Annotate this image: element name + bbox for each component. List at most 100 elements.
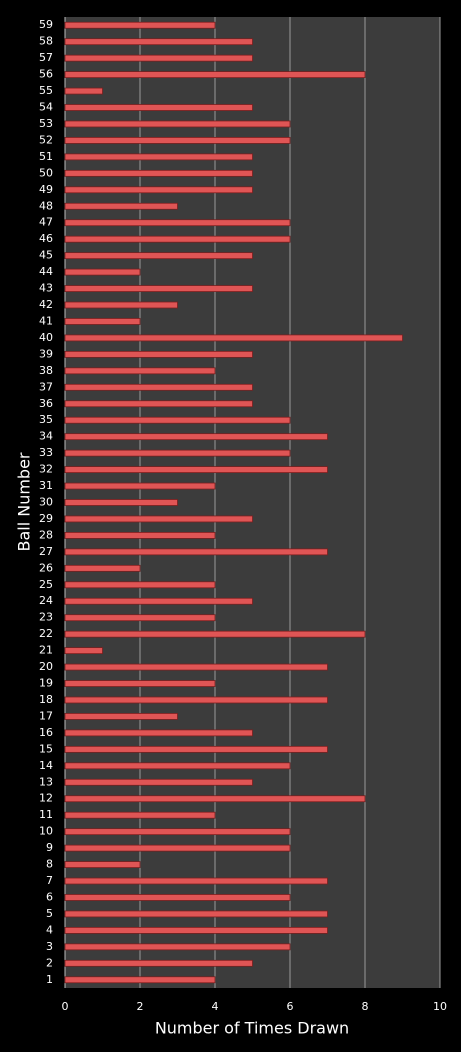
bar <box>64 762 291 770</box>
y-tick-label: 26 <box>39 561 53 574</box>
bar <box>64 976 216 984</box>
y-tick-label: 15 <box>39 742 53 755</box>
y-tick-label: 4 <box>46 923 53 936</box>
y-tick-label: 32 <box>39 463 53 476</box>
bar <box>64 548 328 556</box>
bar <box>64 581 216 589</box>
y-tick-label: 9 <box>46 841 53 854</box>
y-tick-label: 24 <box>39 594 53 607</box>
y-tick-label: 56 <box>39 68 53 81</box>
y-tick-label: 16 <box>39 726 53 739</box>
bar <box>64 54 253 62</box>
y-tick-label: 7 <box>46 874 53 887</box>
bar <box>64 38 253 46</box>
y-tick-label: 48 <box>39 199 53 212</box>
bar <box>64 87 103 95</box>
y-tick-label: 49 <box>39 183 53 196</box>
y-tick-label: 13 <box>39 775 53 788</box>
bar <box>64 268 141 276</box>
bar <box>64 564 141 572</box>
y-tick-label: 28 <box>39 528 53 541</box>
x-tick-label: 10 <box>433 1000 447 1013</box>
bar <box>64 449 291 457</box>
bar <box>64 811 216 819</box>
y-tick-label: 51 <box>39 150 53 163</box>
y-tick-label: 18 <box>39 693 53 706</box>
bar <box>64 745 328 753</box>
x-tick-label: 0 <box>62 1000 69 1013</box>
bar <box>64 663 328 671</box>
bar <box>64 235 291 243</box>
bar <box>64 285 253 292</box>
y-tick-label: 46 <box>39 232 53 245</box>
bar <box>64 383 253 391</box>
bar <box>64 137 291 144</box>
bar <box>64 532 216 539</box>
y-tick-label: 54 <box>39 101 53 114</box>
bar <box>64 153 253 161</box>
bar <box>64 943 291 951</box>
bar <box>64 729 253 737</box>
y-tick-label: 41 <box>39 314 53 327</box>
y-tick-label: 59 <box>39 18 53 31</box>
bar <box>64 696 328 704</box>
y-tick-label: 35 <box>39 413 53 426</box>
bar <box>64 614 216 622</box>
y-tick-label: 11 <box>39 808 53 821</box>
bar <box>64 71 366 79</box>
y-tick-label: 45 <box>39 249 53 262</box>
bar <box>64 926 328 934</box>
y-tick-label: 29 <box>39 512 53 525</box>
x-tick-label: 4 <box>212 1000 219 1013</box>
bar <box>64 400 253 408</box>
bar <box>64 959 253 967</box>
y-tick-label: 33 <box>39 446 53 459</box>
bar <box>64 499 178 506</box>
bar <box>64 169 253 177</box>
y-tick-label: 44 <box>39 265 53 278</box>
bar <box>64 186 253 194</box>
bar <box>64 433 328 441</box>
bar <box>64 910 328 918</box>
bar <box>64 334 403 342</box>
y-tick-label: 21 <box>39 644 53 657</box>
y-tick-label: 2 <box>46 956 53 969</box>
bar <box>64 894 291 901</box>
y-tick-label: 31 <box>39 479 53 492</box>
x-tick-label: 2 <box>137 1000 144 1013</box>
bar <box>64 647 103 655</box>
y-tick-label: 36 <box>39 397 53 410</box>
bar <box>64 21 216 29</box>
y-tick-label: 58 <box>39 35 53 48</box>
bar <box>64 680 216 687</box>
y-tick-label: 14 <box>39 759 53 772</box>
bar <box>64 202 178 210</box>
y-tick-label: 10 <box>39 825 53 838</box>
y-tick-label: 55 <box>39 84 53 97</box>
bar <box>64 778 253 786</box>
y-tick-label: 8 <box>46 858 53 871</box>
y-tick-label: 1 <box>46 973 53 986</box>
y-tick-label: 27 <box>39 545 53 558</box>
bar <box>64 713 178 720</box>
y-tick-label: 20 <box>39 660 53 673</box>
y-tick-label: 19 <box>39 677 53 690</box>
y-tick-label: 57 <box>39 51 53 64</box>
y-tick-label: 5 <box>46 907 53 920</box>
y-tick-label: 23 <box>39 611 53 624</box>
bar <box>64 466 328 473</box>
y-tick-label: 22 <box>39 627 53 640</box>
bar <box>64 877 328 885</box>
bar <box>64 367 216 375</box>
bar <box>64 861 141 868</box>
bar <box>64 515 253 523</box>
bar <box>64 795 366 803</box>
y-tick-label: 6 <box>46 890 53 903</box>
y-tick-label: 52 <box>39 133 53 146</box>
bar <box>64 120 291 128</box>
x-axis-title: Number of Times Drawn <box>155 1019 349 1038</box>
y-tick-label: 39 <box>39 347 53 360</box>
y-tick-label: 25 <box>39 578 53 591</box>
